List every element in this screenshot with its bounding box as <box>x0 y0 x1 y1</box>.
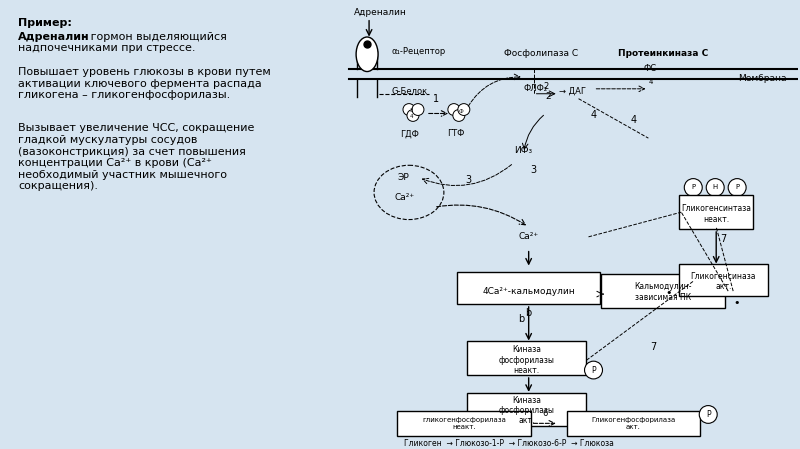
Circle shape <box>412 104 424 115</box>
Circle shape <box>699 405 718 423</box>
Text: Гликоген  → Глюкозо-1-Р  → Глюкозо-6-Р  → Глюкоза: Гликоген → Глюкозо-1-Р → Глюкозо-6-Р → Г… <box>404 439 614 448</box>
Text: 6: 6 <box>542 409 547 418</box>
Circle shape <box>448 104 460 115</box>
Text: G-Белок: G-Белок <box>391 87 427 96</box>
Circle shape <box>706 179 724 196</box>
Text: Ca²⁺: Ca²⁺ <box>394 193 414 202</box>
Text: •: • <box>665 288 671 298</box>
Text: Ф: Ф <box>458 109 463 114</box>
Text: Адреналин: Адреналин <box>354 8 407 17</box>
Text: Гликогенсиназа
акт.: Гликогенсиназа акт. <box>690 272 756 291</box>
FancyBboxPatch shape <box>467 393 586 426</box>
Circle shape <box>458 104 470 115</box>
Text: гликогенфосфорилаза
неакт.: гликогенфосфорилаза неакт. <box>422 417 506 430</box>
Text: Мембрана: Мембрана <box>738 74 786 83</box>
Text: – гормон выделяющийся: – гормон выделяющийся <box>78 31 226 42</box>
Text: 7: 7 <box>720 234 726 244</box>
Text: b: b <box>526 308 532 318</box>
Text: Р: Р <box>591 365 596 374</box>
Text: Р: Р <box>706 410 710 419</box>
FancyBboxPatch shape <box>602 274 725 308</box>
Text: Кальмодулин-
зависимая ПК: Кальмодулин- зависимая ПК <box>634 282 692 302</box>
Text: 2: 2 <box>546 92 551 101</box>
Text: Киназа
фосфорилазы
неакт.: Киназа фосфорилазы неакт. <box>498 345 554 375</box>
Text: ФС: ФС <box>643 64 657 73</box>
Text: Гликогенсинтаза
неакт.: Гликогенсинтаза неакт. <box>682 204 751 224</box>
FancyBboxPatch shape <box>467 341 586 375</box>
Text: ГДФ: ГДФ <box>401 129 419 138</box>
Text: H: H <box>713 185 718 190</box>
Text: Повышает уровень глюкозы в крови путем
активации ключевого фермента распада
глик: Повышает уровень глюкозы в крови путем а… <box>18 67 270 100</box>
Text: 7: 7 <box>650 342 657 352</box>
Text: ИФ₃: ИФ₃ <box>514 146 532 155</box>
Circle shape <box>585 361 602 379</box>
Text: ФЛФ₂: ФЛФ₂ <box>524 84 548 93</box>
Text: 4: 4 <box>648 79 653 85</box>
Text: 3
4: 3 4 <box>410 108 413 119</box>
Text: Адреналин: Адреналин <box>18 31 90 42</box>
FancyBboxPatch shape <box>397 410 530 436</box>
Text: Ca²⁺: Ca²⁺ <box>518 232 538 241</box>
Text: → ДАГ: → ДАГ <box>558 87 586 96</box>
Text: 4Ca²⁺-кальмодулин: 4Ca²⁺-кальмодулин <box>482 286 575 295</box>
Text: надпочечниками при стрессе.: надпочечниками при стрессе. <box>18 44 195 53</box>
Text: Пример:: Пример: <box>18 18 72 28</box>
Text: Протеинкиназа С: Протеинкиназа С <box>618 49 709 58</box>
FancyBboxPatch shape <box>679 264 768 296</box>
Text: •: • <box>733 298 739 308</box>
Text: Вызывает увеличение ЧСС, сокращение
гладкой мускулатуры сосудов
(вазоконстрикция: Вызывает увеличение ЧСС, сокращение глад… <box>18 123 254 191</box>
Text: 4: 4 <box>630 115 637 125</box>
Circle shape <box>684 179 702 196</box>
FancyBboxPatch shape <box>457 273 601 304</box>
Text: Гликогенфосфорилаза
акт.: Гликогенфосфорилаза акт. <box>591 417 675 430</box>
Text: 2: 2 <box>543 82 548 91</box>
Ellipse shape <box>356 37 378 71</box>
FancyBboxPatch shape <box>679 195 753 229</box>
Text: α₁-Рецептор: α₁-Рецептор <box>391 47 446 57</box>
Circle shape <box>407 110 419 121</box>
Text: 4: 4 <box>590 110 597 120</box>
Text: Фосфолипаза С: Фосфолипаза С <box>504 49 578 58</box>
Text: b: b <box>518 314 525 324</box>
Circle shape <box>403 104 415 115</box>
Text: 3: 3 <box>530 165 537 175</box>
Text: ЭР: ЭР <box>397 173 409 182</box>
FancyBboxPatch shape <box>566 410 700 436</box>
Text: Р: Р <box>691 185 695 190</box>
Circle shape <box>453 110 465 121</box>
Text: 3: 3 <box>466 175 472 185</box>
Text: ГТФ: ГТФ <box>447 129 465 138</box>
Text: 1: 1 <box>433 94 439 104</box>
Text: Р: Р <box>735 185 739 190</box>
Circle shape <box>728 179 746 196</box>
Text: Киназа
фосфорилазы
акт.: Киназа фосфорилазы акт. <box>498 396 554 425</box>
